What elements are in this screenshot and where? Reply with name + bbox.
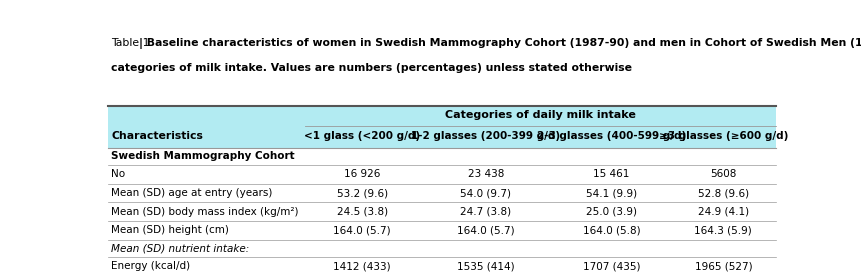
Text: 164.0 (5.8): 164.0 (5.8) [582, 225, 640, 235]
Text: Mean (SD) age at entry (years): Mean (SD) age at entry (years) [111, 188, 272, 198]
Bar [108, 106, 775, 125]
Text: 1535 (414): 1535 (414) [456, 261, 514, 271]
Text: 1412 (433): 1412 (433) [333, 261, 391, 271]
Text: | Baseline characteristics of women in Swedish Mammography Cohort (1987-90) and : | Baseline characteristics of women in S… [139, 38, 861, 49]
Text: 15 461: 15 461 [592, 169, 629, 180]
Text: No: No [111, 169, 125, 180]
Text: Characteristics: Characteristics [111, 131, 202, 141]
Text: <1 glass (<200 g/d): <1 glass (<200 g/d) [304, 131, 420, 141]
Text: 25.0 (3.9): 25.0 (3.9) [585, 207, 636, 217]
Text: 2-3 glasses (400-599 g/d): 2-3 glasses (400-599 g/d) [536, 131, 685, 141]
Text: 24.5 (3.8): 24.5 (3.8) [337, 207, 387, 217]
Text: 54.0 (9.7): 54.0 (9.7) [460, 188, 511, 198]
Text: Swedish Mammography Cohort: Swedish Mammography Cohort [111, 152, 294, 161]
Bar [108, 125, 775, 148]
Text: Mean (SD) body mass index (kg/m²): Mean (SD) body mass index (kg/m²) [111, 207, 298, 217]
Text: 5608: 5608 [709, 169, 735, 180]
Text: 52.8 (9.6): 52.8 (9.6) [697, 188, 748, 198]
Text: Mean (SD) height (cm): Mean (SD) height (cm) [111, 225, 229, 235]
Text: Table 1: Table 1 [111, 38, 150, 48]
Text: 23 438: 23 438 [468, 169, 504, 180]
Text: Categories of daily milk intake: Categories of daily milk intake [444, 110, 635, 120]
Text: ≥3 glasses (≥600 g/d): ≥3 glasses (≥600 g/d) [658, 131, 787, 141]
Text: 1965 (527): 1965 (527) [694, 261, 752, 271]
Text: 53.2 (9.6): 53.2 (9.6) [337, 188, 387, 198]
Text: 1-2 glasses (200-399 g/d): 1-2 glasses (200-399 g/d) [411, 131, 560, 141]
Text: 24.7 (3.8): 24.7 (3.8) [460, 207, 511, 217]
Text: 24.9 (4.1): 24.9 (4.1) [697, 207, 748, 217]
Text: Mean (SD) nutrient intake:: Mean (SD) nutrient intake: [111, 243, 249, 253]
Text: categories of milk intake. Values are numbers (percentages) unless stated otherw: categories of milk intake. Values are nu… [111, 63, 631, 73]
Text: Energy (kcal/d): Energy (kcal/d) [111, 261, 190, 271]
Text: 16 926: 16 926 [344, 169, 380, 180]
Text: 164.3 (5.9): 164.3 (5.9) [694, 225, 752, 235]
Text: 1707 (435): 1707 (435) [582, 261, 640, 271]
Text: 164.0 (5.7): 164.0 (5.7) [456, 225, 514, 235]
Text: 164.0 (5.7): 164.0 (5.7) [333, 225, 391, 235]
Text: 54.1 (9.9): 54.1 (9.9) [585, 188, 636, 198]
